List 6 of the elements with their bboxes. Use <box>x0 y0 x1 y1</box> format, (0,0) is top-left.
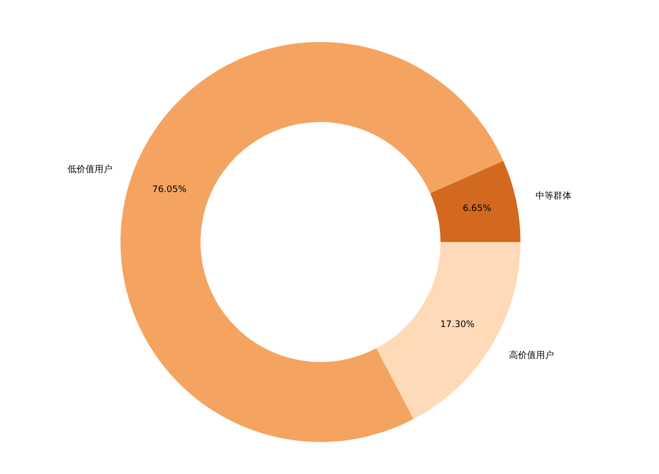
data-label: 17.30% <box>440 320 476 330</box>
slice-label: 高价值用户 <box>508 350 554 362</box>
slice-label: 低价值用户 <box>68 164 113 176</box>
slice-label: 中等群体 <box>536 190 572 202</box>
data-label: 6.65% <box>462 204 492 214</box>
data-label: 76.05% <box>152 184 187 195</box>
